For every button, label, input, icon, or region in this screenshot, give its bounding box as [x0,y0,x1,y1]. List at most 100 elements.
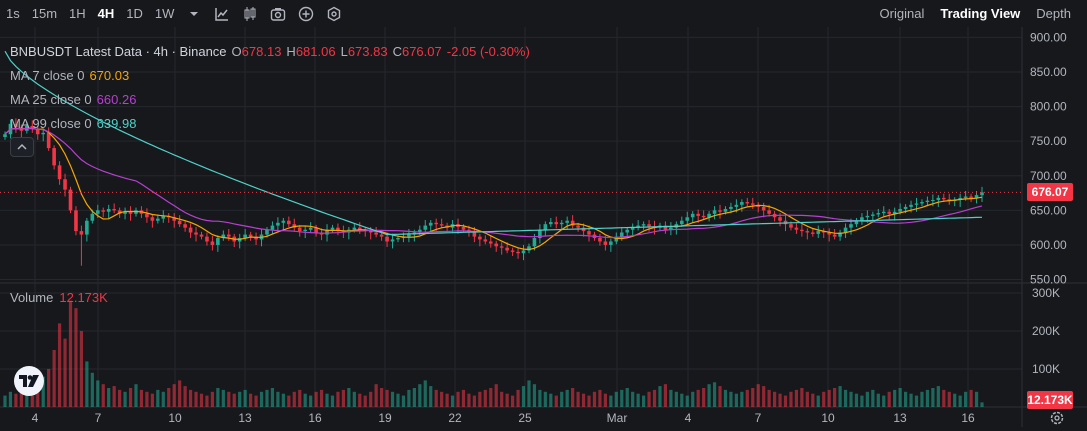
timeframe-1h[interactable]: 1H [69,6,86,21]
volume-bar [903,391,908,407]
candle-body [303,229,307,232]
volume-bar [663,384,668,407]
volume-bar [183,386,187,407]
timeframe-1d[interactable]: 1D [126,6,143,21]
volume-bar [314,391,318,407]
candles-icon[interactable] [236,6,264,22]
volume-bar [898,388,902,407]
volume-bar [440,391,444,407]
candle-body [352,227,357,230]
candle-body [876,213,881,215]
candle-body [483,239,488,242]
volume-bar [309,395,313,407]
candle-body [810,232,815,234]
indicator-chart-icon[interactable] [208,6,236,22]
view-trading-view[interactable]: Trading View [940,6,1021,21]
tradingview-logo-icon [19,375,39,387]
candle-body [336,227,340,232]
volume-bar [8,391,13,407]
volume-bar [380,388,384,407]
volume-tick-label: 200K [1032,324,1060,338]
volume-bar [729,391,733,407]
candle-body [172,217,177,221]
volume-bar [341,389,346,407]
candle-body [538,229,542,239]
volume-bar [85,361,89,407]
ma99-row[interactable]: MA 99 close 0 639.98 [10,112,530,136]
candle-body [963,196,968,198]
volume-bar [794,389,799,407]
volume-bar [576,391,580,407]
view-depth[interactable]: Depth [1036,6,1071,21]
settings-hex-icon[interactable] [320,6,348,22]
candle-body [745,202,750,204]
volume-bar [734,393,738,407]
current-price-tag: 676.07 [1027,183,1073,202]
high-value: 681.06 [295,44,336,59]
volume-bar [401,395,406,407]
time-tick-label: 16 [308,411,322,425]
timeframe-1w[interactable]: 1W [154,6,175,21]
time-axis: 4 7 10 13 16 19 22 25 Mar 4 7 10 13 16 [32,411,975,425]
volume-tick-label: 300K [1032,286,1060,300]
candle-body [778,217,782,221]
camera-icon[interactable] [264,6,292,22]
candle-body [723,208,728,212]
volume-bar [652,389,657,407]
volume-bar [669,389,673,407]
volume-bar [369,391,373,407]
candle-body [761,206,766,211]
volume-bar [467,393,471,407]
volume-bar [925,389,930,407]
volume-bar [96,380,100,407]
volume-bar [549,393,553,407]
candle-body [712,210,717,214]
candle-body [30,125,35,129]
volume-bar [816,395,820,407]
candle-body [434,222,438,225]
gear-icon[interactable] [1049,410,1065,426]
candle-body [95,210,100,214]
candle-body [101,210,106,212]
volume-bar [914,395,919,407]
tradingview-logo[interactable] [14,366,44,396]
volume-bar [680,393,684,407]
volume-bar [472,395,476,407]
view-original[interactable]: Original [879,6,925,21]
timeframe-4h[interactable]: 4H [97,6,115,21]
candle-body [461,226,466,230]
timeframe-1s[interactable]: 1s [6,6,20,21]
candle-body [112,208,116,211]
volume-bar [560,391,564,407]
chevron-down-icon[interactable] [180,9,208,19]
candle-body [308,227,313,230]
volume-bar [243,389,247,407]
plus-circle-icon[interactable] [292,6,320,22]
candle-body [177,220,182,225]
volume-bar [685,395,689,407]
candle-body [750,203,755,205]
candle-body [396,238,400,240]
volume-value: 12.173K [59,290,108,305]
volume-bar [57,323,62,407]
candle-body [729,206,733,209]
candle-body [914,203,919,205]
volume-bar [833,388,837,407]
volume-bar [90,372,94,407]
volume-bar [412,388,416,407]
volume-bar [150,393,154,407]
candle-body [685,217,690,221]
ma7-row[interactable]: MA 7 close 0 670.03 [10,64,530,88]
volume-bar [358,393,362,407]
candle-body [117,210,122,214]
volume-bar [156,389,160,407]
candle-body [614,236,619,242]
candle-body [903,206,908,209]
candle-body [549,222,553,225]
ma25-row[interactable]: MA 25 close 0 660.26 [10,88,530,112]
collapse-legend-button[interactable] [10,137,34,157]
candle-body [559,222,564,225]
volume-bar [101,384,105,407]
timeframe-15m[interactable]: 15m [31,6,58,21]
